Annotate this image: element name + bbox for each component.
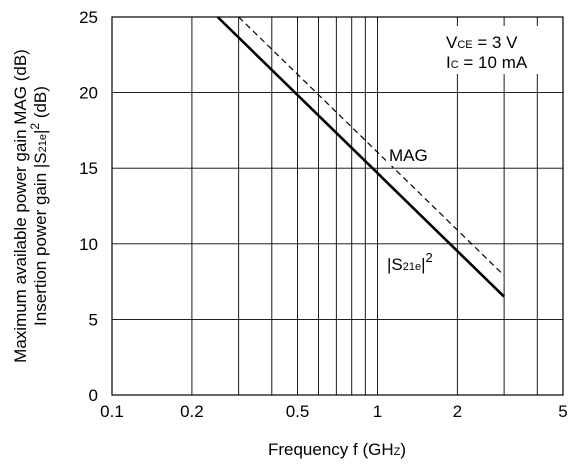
y-axis-label-line2-group: Insertion power gain |S21e|2 (dB) [28,86,50,326]
mag-series-label: MAG [389,146,428,165]
x-tick-label: 2 [453,402,462,421]
y-tick-label: 15 [79,159,98,178]
x-tick-label: 0.2 [180,402,204,421]
plot-frame [111,16,564,396]
grid [112,17,563,395]
y-tick-label: 20 [79,84,98,103]
mag-series-label-group: MAG [386,144,442,166]
y-axis-label-line1: Maximum available power gain MAG (dB) [11,49,30,363]
y-axis-label-line1-group: Maximum available power gain MAG (dB) [11,49,30,363]
mag-label-bg [386,144,442,166]
y-tick-label: 10 [79,235,98,254]
ic-condition: IC = 10 mA [446,53,528,72]
conditions-box-bg [442,26,560,74]
y-axis-label-line2: Insertion power gain |S21e|2 (dB) [28,86,50,326]
x-tick-labels: 0.1 0.2 0.5 1 2 5 [100,402,568,421]
s21e-label-bg [384,248,450,278]
s21e-series-label: |S21e|2 [387,250,433,274]
y-tick-label: 25 [79,8,98,27]
series-group [216,16,506,298]
x-tick-label: 1 [373,402,382,421]
x-tick-label: 5 [558,402,567,421]
y-tick-label: 0 [89,386,98,405]
s21e-series-label-group: |S21e|2 [384,248,450,278]
y-tick-label: 5 [89,310,98,329]
conditions-box: VCE = 3 V IC = 10 mA [442,26,560,74]
x-tick-label: 0.1 [100,402,124,421]
x-axis-label: Frequency f (GHZ) [268,440,406,459]
vce-condition: VCE = 3 V [446,33,518,52]
y-tick-labels: 0 5 10 15 20 25 [79,8,98,405]
s21e-series-line [216,16,506,298]
x-tick-label: 0.5 [286,402,310,421]
mag-series-line [238,16,505,276]
